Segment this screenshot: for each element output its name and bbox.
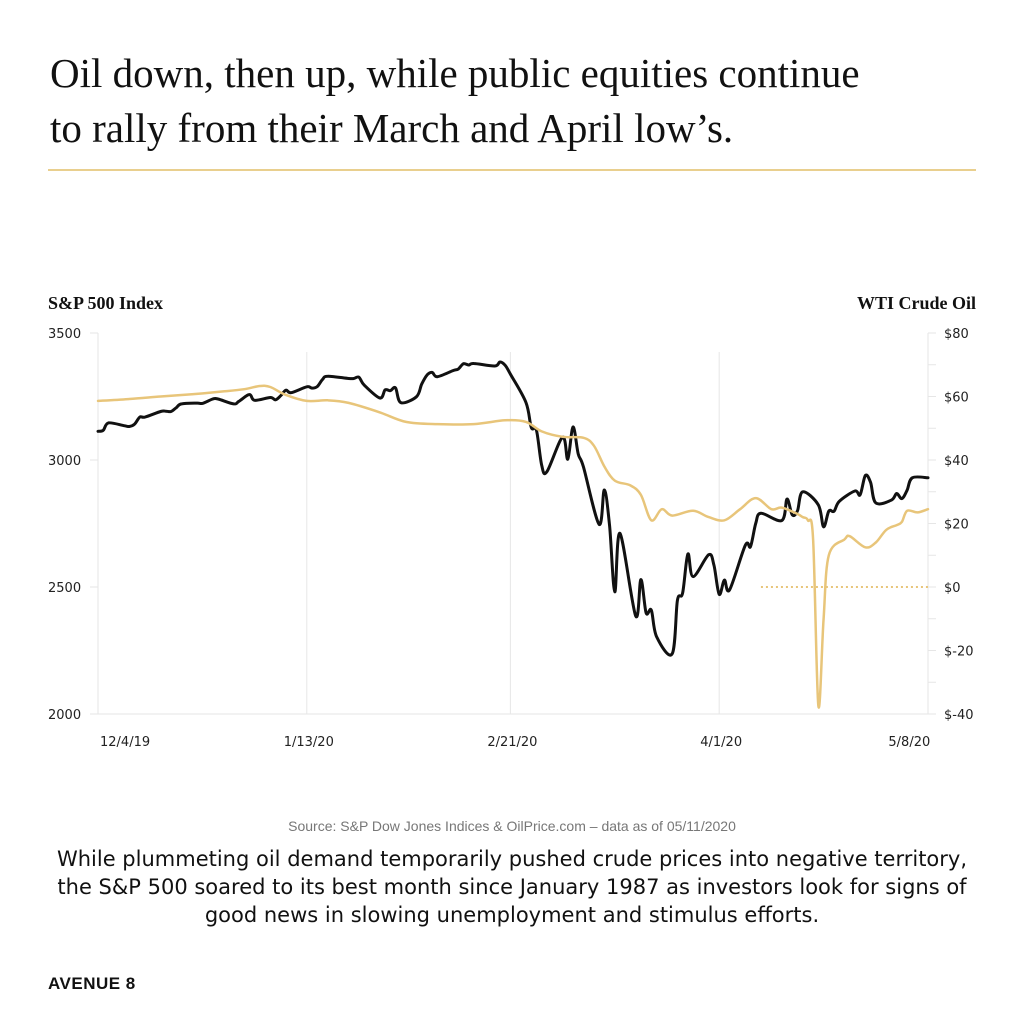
right-tick-label: $60: [944, 391, 969, 406]
x-tick-label: 1/13/20: [284, 735, 334, 750]
x-tick-label: 2/21/20: [487, 735, 537, 750]
title-line-2: to rally from their March and April low’…: [50, 105, 734, 151]
x-tick-label: 4/1/20: [700, 735, 742, 750]
left-tick-label: 3500: [48, 327, 81, 342]
title-line-1: Oil down, then up, while public equities…: [50, 50, 860, 96]
right-tick-label: $40: [944, 454, 969, 469]
brand-logo: AVENUE 8: [48, 974, 136, 993]
left-tick-label: 2500: [48, 581, 81, 596]
x-tick-label: 5/8/20: [888, 735, 930, 750]
left-tick-label: 2000: [48, 708, 81, 723]
right-tick-label: $20: [944, 518, 969, 533]
title-divider: [48, 169, 976, 171]
right-tick-label: $-40: [944, 708, 974, 723]
wti-line: [96, 384, 930, 709]
source-note: Source: S&P Dow Jones Indices & OilPrice…: [288, 818, 736, 834]
left-tick-label: 3000: [48, 454, 81, 469]
right-tick-label: $-20: [944, 645, 974, 660]
right-tick-label: $0: [944, 581, 961, 596]
sp500-line: [96, 360, 930, 657]
description: While plummeting oil demand temporarily …: [56, 847, 968, 927]
chart-title: Oil down, then up, while public equities…: [50, 46, 1010, 156]
x-tick-label: 12/4/19: [100, 735, 150, 750]
right-axis-title: WTI Crude Oil: [856, 293, 976, 313]
chart: 12/4/19 1/13/20 2/21/20 4/1/20 5/8/20 3500 300…: [48, 327, 974, 750]
right-tick-label: $80: [944, 327, 969, 342]
left-axis-title: S&P 500 Index: [48, 293, 164, 313]
